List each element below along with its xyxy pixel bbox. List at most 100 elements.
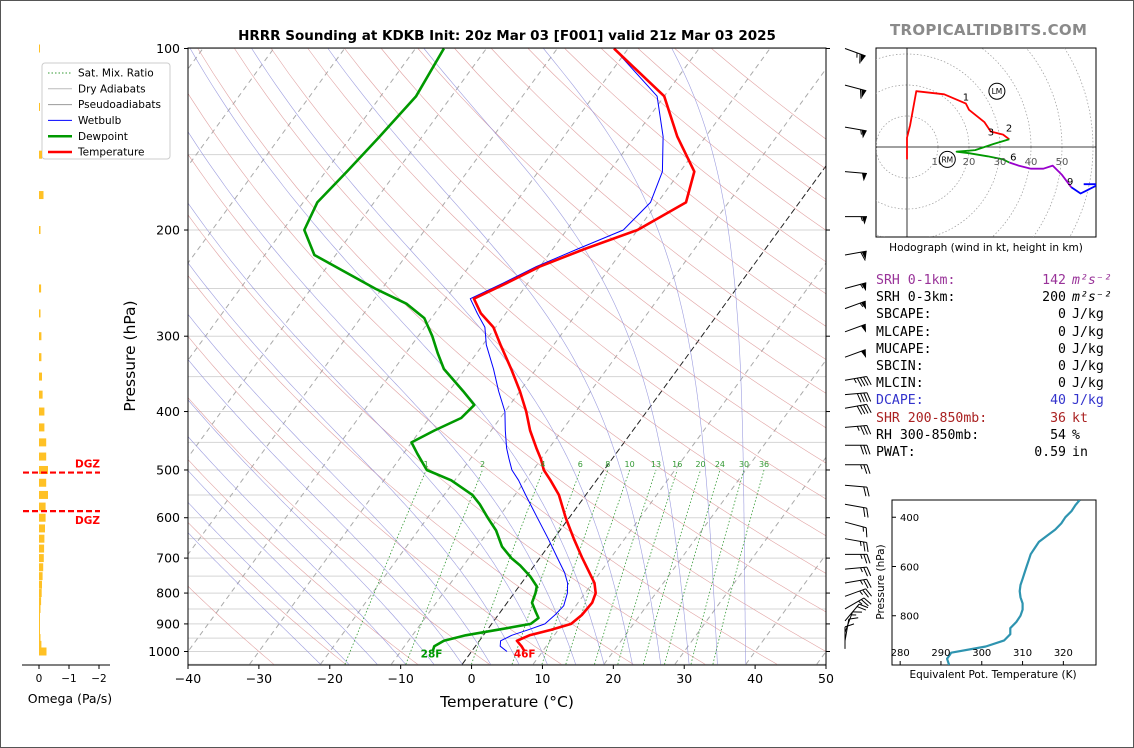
barb-flag xyxy=(866,392,872,402)
param-unit: J/kg xyxy=(1072,358,1104,374)
barb-flag xyxy=(866,425,872,435)
barb-flag xyxy=(863,392,868,402)
barb-staff xyxy=(844,578,867,584)
isotherm-line xyxy=(532,262,826,665)
pseudo-adiabat xyxy=(188,262,520,665)
barb-half-flag xyxy=(860,567,863,573)
param-unit: J/kg xyxy=(1072,307,1104,323)
omega-bar xyxy=(39,572,43,581)
theta-e-ylabel: Pressure (hPa) xyxy=(875,544,887,619)
param-row: MUCAPE: 0 J/kg xyxy=(876,341,1112,358)
barb-flag xyxy=(866,376,872,386)
hodograph-segment xyxy=(906,90,1010,160)
mixing-ratio-line xyxy=(712,469,765,665)
barb-staff xyxy=(844,403,867,409)
omega-bar xyxy=(39,478,47,487)
wind-barb xyxy=(845,464,871,474)
param-label: MLCIN: xyxy=(876,376,924,392)
omega-xlabel: Omega (Pa/s) xyxy=(28,691,112,706)
mixing-ratio-label: 36 xyxy=(759,460,769,469)
param-row: RH 300-850mb: 54% xyxy=(876,427,1112,444)
omega-bar xyxy=(39,191,44,200)
theta-x-tick-label: 300 xyxy=(972,648,991,659)
hodograph-height-label: 1 xyxy=(963,93,969,104)
param-label: SRH 0-1km: xyxy=(876,273,956,288)
param-unit: J/kg xyxy=(1072,324,1104,340)
wetbulb-profile-line xyxy=(469,48,664,652)
mixing-ratio-line xyxy=(471,469,544,665)
param-row: MLCIN: 0 J/kg xyxy=(876,375,1112,392)
wind-barb xyxy=(844,588,872,598)
barb-flag xyxy=(860,393,865,403)
barb-staff xyxy=(844,538,867,543)
barb-pennant xyxy=(861,173,867,182)
hodograph-caption: Hodograph (wind in kt, height in km) xyxy=(889,242,1083,254)
dry-adiabat xyxy=(188,521,346,665)
wind-barb xyxy=(844,126,867,139)
param-unit: m²s⁻² xyxy=(1072,290,1112,306)
barb-flag xyxy=(860,445,865,455)
omega-bar xyxy=(39,465,48,474)
mixing-ratio-line xyxy=(344,469,427,665)
omega-bar xyxy=(39,44,40,53)
barb-half-flag xyxy=(856,426,860,431)
barb-staff xyxy=(844,503,867,509)
storm-motion-label: LM xyxy=(992,87,1003,96)
wind-barb xyxy=(844,349,867,359)
storm-motion-marker xyxy=(938,150,956,168)
barb-staff xyxy=(844,84,867,92)
y-tick-label: 400 xyxy=(156,404,180,419)
theta-e-xlabel: Equivalent Pot. Temperature (K) xyxy=(909,669,1076,681)
dry-adiabat xyxy=(381,48,826,429)
x-tick-label: −20 xyxy=(317,671,343,686)
dry-adiabat xyxy=(188,585,274,665)
x-tick-label: 40 xyxy=(747,671,763,686)
barb-flag xyxy=(848,617,859,620)
param-value: 40 xyxy=(1050,393,1066,409)
legend-label: Sat. Mix. Ratio xyxy=(78,68,154,80)
dry-adiabat xyxy=(234,48,826,574)
barb-half-flag xyxy=(859,302,864,308)
barb-flag xyxy=(856,377,863,387)
hodograph-segment xyxy=(1009,161,1073,188)
barb-flag xyxy=(860,425,865,435)
param-value: 142 xyxy=(1042,273,1066,288)
hodograph-ring-label: 10 xyxy=(932,157,945,168)
pseudo-adiabat xyxy=(189,48,605,665)
hodograph-height-label: 3 xyxy=(988,128,994,139)
omega-bar xyxy=(39,438,47,447)
wind-barb xyxy=(844,171,867,182)
theta-y-tick-label: 400 xyxy=(900,513,919,524)
wind-barb xyxy=(844,84,867,99)
wind-barb xyxy=(844,578,872,589)
omega-bar xyxy=(39,580,42,589)
param-label: PWAT: xyxy=(876,444,916,460)
pseudo-adiabat xyxy=(188,202,548,665)
theta-x-tick-label: 290 xyxy=(931,648,950,659)
param-label: SHR 200-850mb: xyxy=(876,410,988,426)
param-unit: J/kg xyxy=(1072,393,1104,409)
dewpoint-profile-line xyxy=(303,48,540,652)
pseudo-adiabat xyxy=(251,48,633,665)
barb-flag xyxy=(865,527,868,538)
barb-flag xyxy=(866,464,871,474)
mixing-ratio-line xyxy=(642,469,701,665)
barb-staff xyxy=(844,375,867,381)
x-tick-label: 20 xyxy=(605,671,621,686)
omega-tick-label: −2 xyxy=(91,673,106,685)
hodograph-frame xyxy=(875,47,1097,238)
mixing-ratio-label: 4 xyxy=(540,460,545,469)
mixing-ratio-line xyxy=(565,469,630,665)
barb-half-flag xyxy=(851,614,857,616)
omega-bar xyxy=(39,534,45,543)
legend-label: Dry Adiabats xyxy=(78,83,146,95)
barb-flag xyxy=(866,554,871,564)
mixing-ratio-line xyxy=(664,469,721,665)
dgz-label: DGZ xyxy=(75,515,100,527)
pseudo-adiabat xyxy=(671,48,747,665)
dry-adiabat xyxy=(188,397,490,665)
mixing-ratio-line xyxy=(594,469,657,665)
skewt-xlabel: Temperature (°C) xyxy=(439,693,574,711)
barb-flag xyxy=(863,404,869,414)
omega-bar xyxy=(39,390,43,399)
